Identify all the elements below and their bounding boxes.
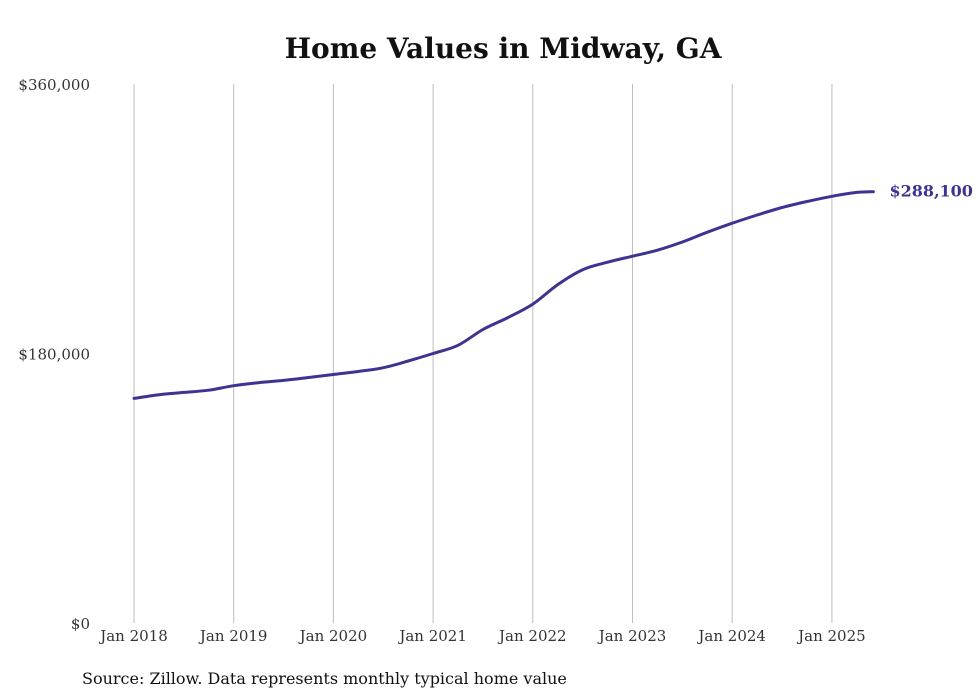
source-note: Source: Zillow. Data represents monthly …	[82, 669, 567, 688]
y-tick-label: $180,000	[18, 346, 90, 364]
chart-title: Home Values in Midway, GA	[285, 32, 723, 65]
y-axis-ticks: $0 $180,000 $360,000	[18, 76, 90, 633]
y-tick-label: $360,000	[18, 76, 90, 94]
x-tick-label: Jan 2023	[597, 627, 667, 645]
x-tick-label: Jan 2022	[497, 627, 567, 645]
x-axis-ticks: Jan 2018 Jan 2019 Jan 2020 Jan 2021 Jan 2022…	[98, 627, 865, 645]
y-tick-label: $0	[71, 615, 90, 633]
x-tick-label: Jan 2021	[397, 627, 467, 645]
x-tick-label: Jan 2019	[198, 627, 268, 645]
gridlines	[133, 84, 833, 623]
x-tick-label: Jan 2018	[98, 627, 168, 645]
series-line	[132, 190, 875, 400]
end-value-label: $288,100	[889, 182, 973, 201]
x-tick-label: Jan 2020	[298, 627, 368, 645]
x-tick-label: Jan 2025	[796, 627, 866, 645]
x-tick-label: Jan 2024	[696, 627, 766, 645]
